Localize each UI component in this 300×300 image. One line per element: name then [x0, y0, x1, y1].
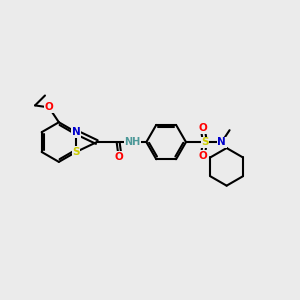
Text: S: S — [72, 147, 80, 157]
Text: O: O — [45, 102, 53, 112]
Text: N: N — [217, 137, 226, 147]
Text: NH: NH — [124, 137, 141, 147]
Text: N: N — [72, 127, 80, 137]
Text: O: O — [199, 151, 207, 161]
Text: S: S — [201, 137, 208, 147]
Text: O: O — [114, 152, 123, 162]
Text: O: O — [199, 123, 207, 133]
